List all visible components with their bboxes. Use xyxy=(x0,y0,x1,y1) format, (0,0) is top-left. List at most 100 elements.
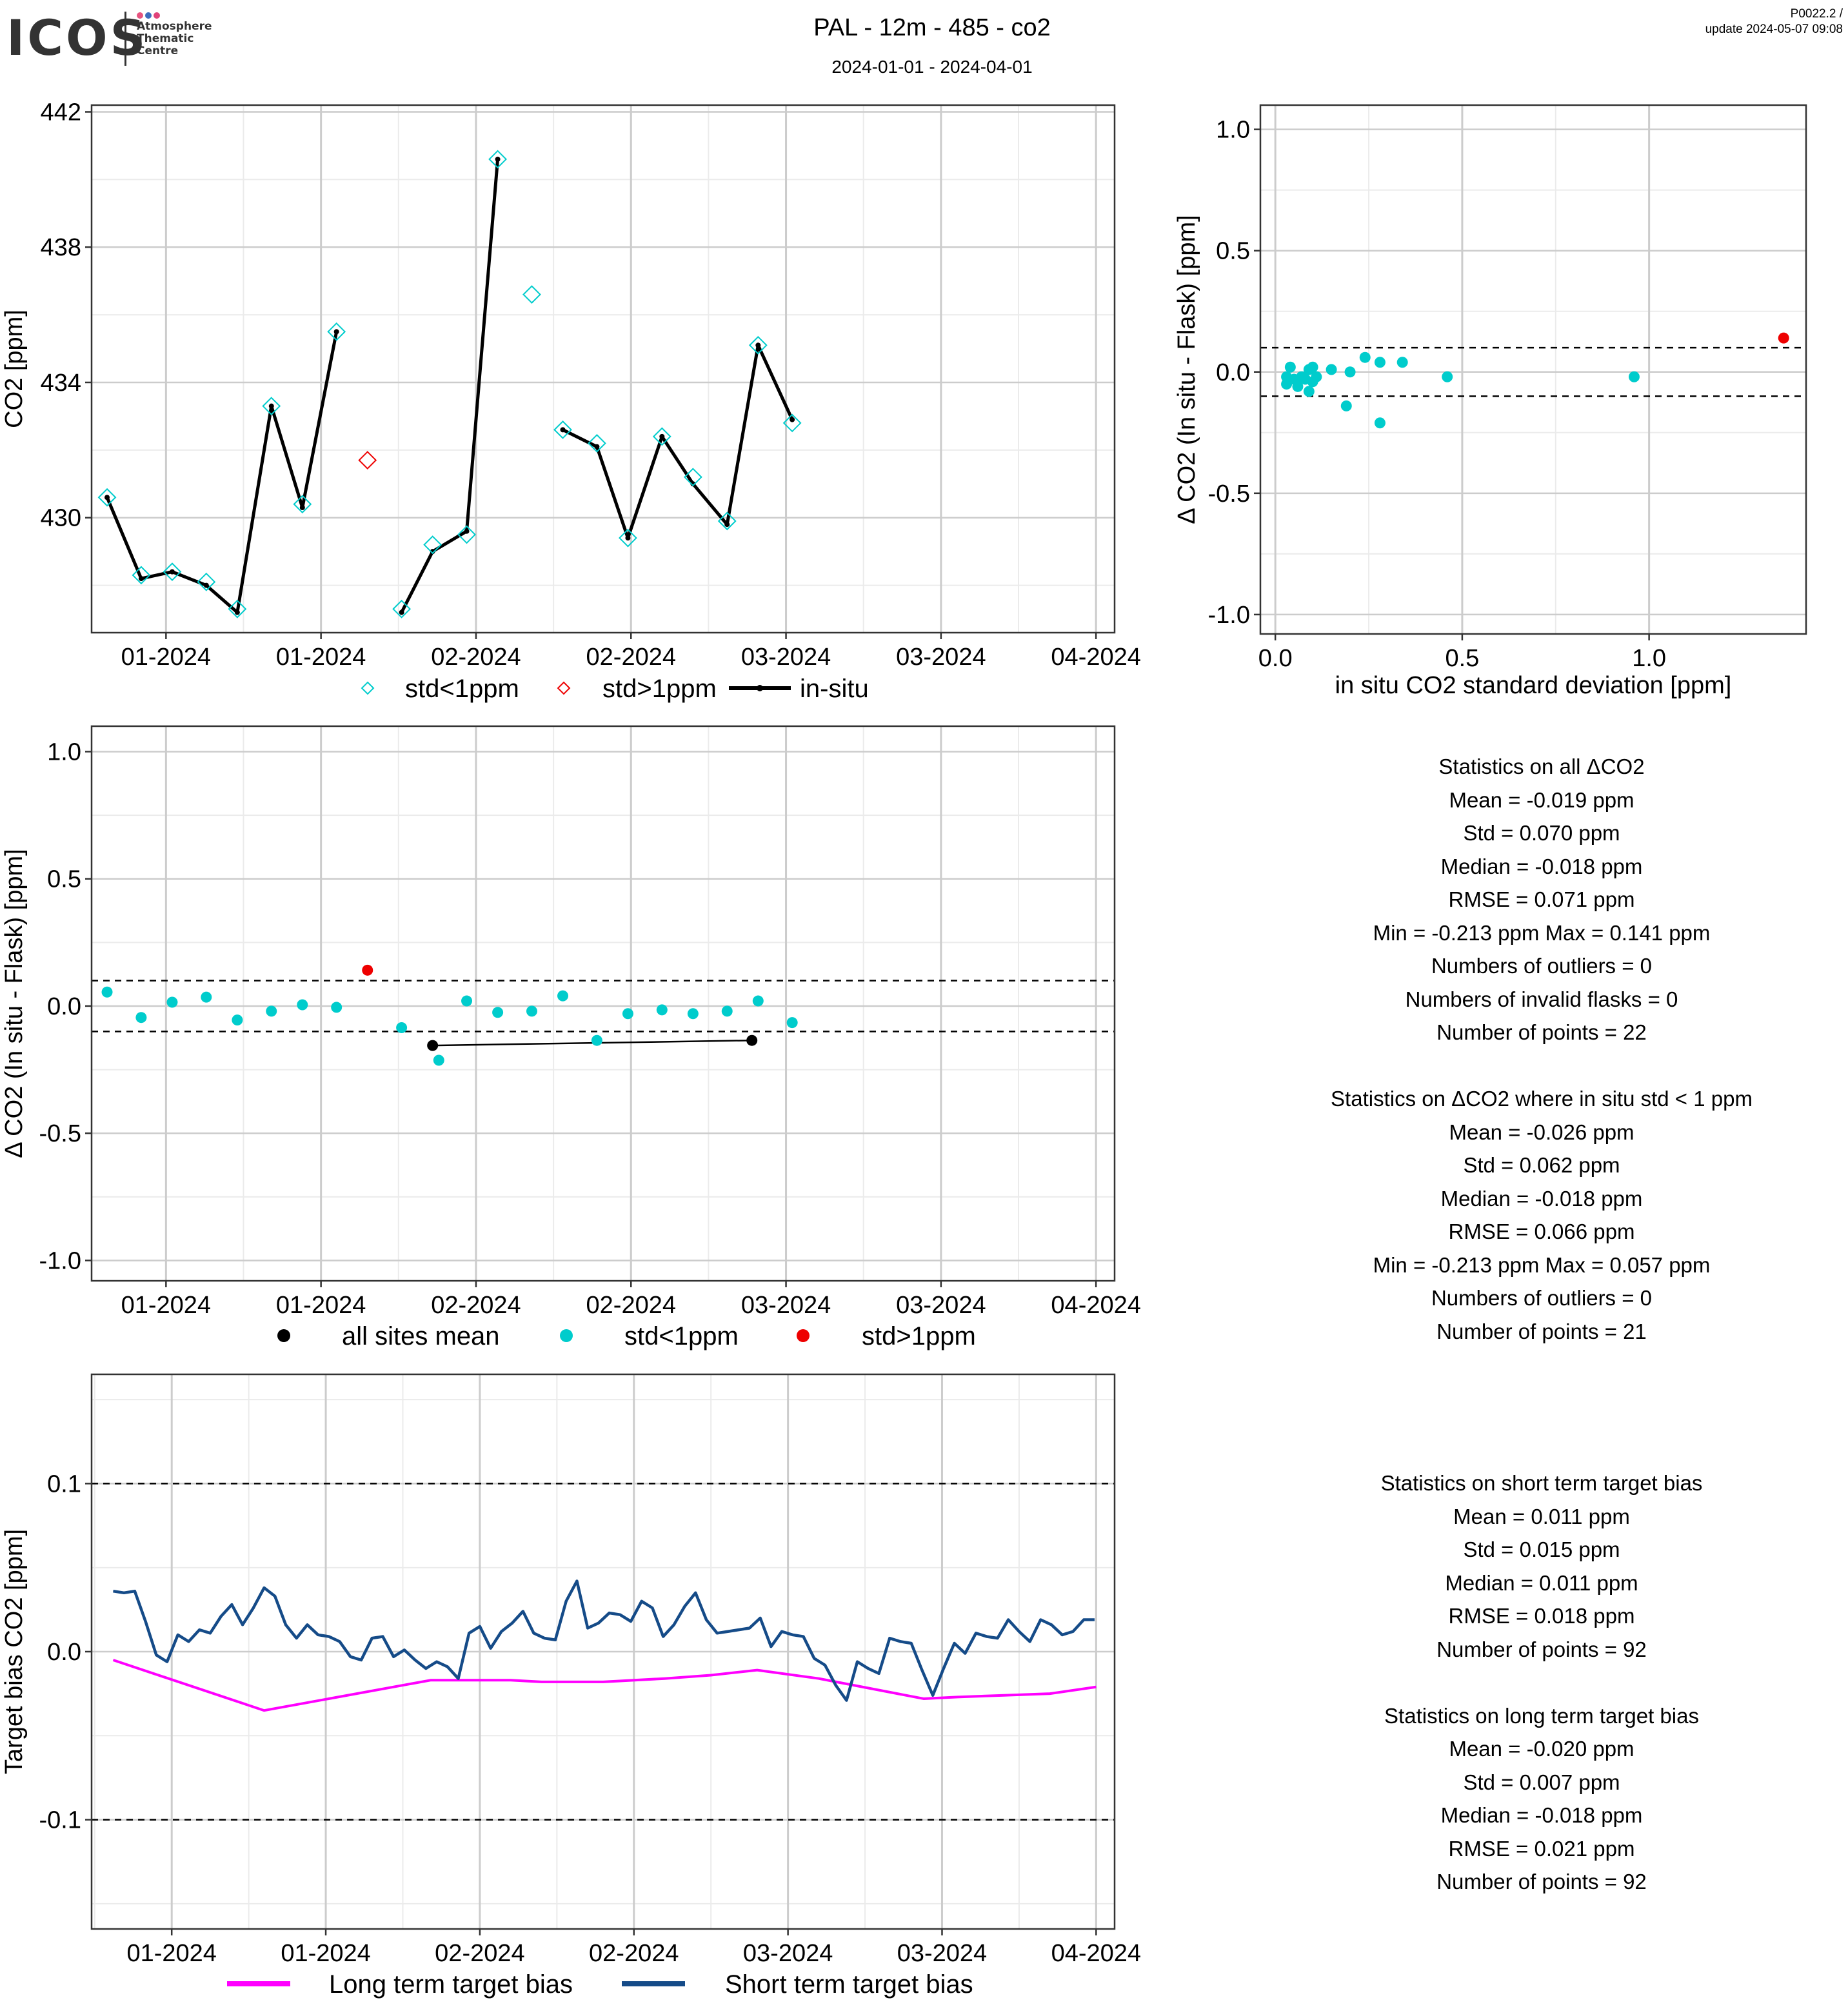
point-std-lt1 xyxy=(101,986,113,998)
point-std-lt1 xyxy=(1396,357,1408,368)
y-tick-label: 0.0 xyxy=(1216,359,1250,386)
flask-diamond-std-lt1 xyxy=(748,335,768,355)
stats-line: Min = -0.213 ppm Max = 0.057 ppm xyxy=(1373,1252,1711,1277)
logo-dot xyxy=(145,12,152,19)
version-line: update 2024-05-07 09:08 xyxy=(1705,23,1843,36)
flask-diamond-std-lt1 xyxy=(652,427,671,446)
flask-diamond-std-lt1 xyxy=(262,397,281,416)
in-situ-point xyxy=(755,342,761,348)
point-std-lt1 xyxy=(656,1004,668,1016)
y-axis-label: Target bias CO2 [ppm] xyxy=(1,1529,28,1774)
flask-diamond-std-lt1 xyxy=(457,525,476,544)
chart-delta-timeseries: 01-2024 01-2024 02-2024 02-2024 03-2024 03-20… xyxy=(1,725,1141,1350)
y-tick-label: -0.1 xyxy=(39,1807,81,1834)
x-tick-label: 03-2024 xyxy=(896,1292,986,1319)
flask-diamond-std-lt1 xyxy=(683,468,702,487)
point-std-lt1 xyxy=(786,1017,798,1029)
in-situ-point xyxy=(333,329,339,335)
chart-target-bias: 01-2024 01-2024 02-2024 02-2024 03-2024 03-20… xyxy=(1,1373,1141,1999)
stats-line: Number of points = 21 xyxy=(1436,1319,1647,1343)
x-tick-label: 1.0 xyxy=(1632,645,1666,672)
point-std-lt1 xyxy=(687,1008,699,1020)
in-situ-point xyxy=(268,403,274,409)
in-situ-point xyxy=(169,569,175,575)
in-situ-point xyxy=(625,535,631,541)
y-tick-label: 434 xyxy=(41,370,81,397)
x-tick-label: 01-2024 xyxy=(126,1940,216,1967)
all-sites-mean-point xyxy=(746,1034,758,1046)
y-tick-label: 438 xyxy=(41,234,81,261)
legend-label: std<1ppm xyxy=(405,675,519,703)
legend-label: Long term target bias xyxy=(329,1970,573,1999)
y-tick-label: 0.0 xyxy=(47,1639,81,1666)
stats-target-bias: Statistics on short term target bias Mean… xyxy=(1251,1467,1832,1899)
flask-diamond-std-lt1 xyxy=(587,433,606,453)
stats-line: Median = -0.018 ppm xyxy=(1440,1186,1643,1211)
stats-line: Std = 0.070 ppm xyxy=(1463,821,1620,845)
chart-delta-vs-std: 0.0 0.5 1.0 1.0 0.5 0.0 -0.5 -1.0 Δ CO2 (In situ… xyxy=(1173,104,1807,699)
logo-sub-line: Atmosphere xyxy=(137,20,212,33)
in-situ-point xyxy=(464,528,470,534)
y-tick-label: 1.0 xyxy=(1216,117,1250,144)
stats-line: Min = -0.213 ppm Max = 0.141 ppm xyxy=(1373,920,1711,945)
flask-diamond-std-lt1 xyxy=(782,413,802,433)
point-std-lt1 xyxy=(1628,371,1640,382)
x-tick-label: 0.5 xyxy=(1445,645,1479,672)
x-tick-label: 02-2024 xyxy=(589,1940,679,1967)
flask-diamond-std-lt1 xyxy=(327,322,346,341)
y-axis-label: Δ CO2 (In situ - Flask) [ppm] xyxy=(1,849,28,1158)
x-tick-label: 02-2024 xyxy=(431,1292,521,1319)
legend-label: std<1ppm xyxy=(624,1322,739,1350)
point-std-lt1 xyxy=(1442,371,1453,382)
in-situ-point xyxy=(138,576,144,582)
stats-line: Mean = -0.026 ppm xyxy=(1449,1120,1634,1144)
stats-spacer xyxy=(1251,1049,1832,1083)
point-std-lt1 xyxy=(1311,371,1322,382)
version-info: P0022.2 / update 2024-05-07 09:08 xyxy=(1705,6,1843,37)
y-axis-label: Δ CO2 (In situ - Flask) [ppm] xyxy=(1173,215,1200,524)
point-std-lt1 xyxy=(232,1014,243,1026)
in-situ-point xyxy=(104,495,110,500)
point-std-lt1 xyxy=(1288,373,1300,385)
stats-line: Std = 0.015 ppm xyxy=(1463,1537,1620,1561)
in-situ-point xyxy=(234,609,240,615)
point-std-lt1 xyxy=(461,995,473,1007)
stats-line: Numbers of outliers = 0 xyxy=(1431,954,1653,978)
x-tick-label: 04-2024 xyxy=(1051,644,1140,671)
point-std-lt1 xyxy=(1303,386,1315,397)
x-tick-label: 04-2024 xyxy=(1051,1292,1140,1319)
stats-line: Median = -0.018 ppm xyxy=(1440,854,1643,878)
stats-line: RMSE = 0.021 ppm xyxy=(1448,1836,1635,1861)
short-term-bias-line xyxy=(113,1579,1095,1702)
point-std-lt1 xyxy=(135,1012,147,1023)
stats-line: Number of points = 92 xyxy=(1436,1870,1647,1893)
point-std-lt1 xyxy=(1374,417,1386,429)
point-std-lt1 xyxy=(396,1022,408,1033)
flask-diamond-std-lt1 xyxy=(132,566,151,585)
in-situ-point xyxy=(724,522,730,528)
y-tick-label: -1.0 xyxy=(1208,602,1250,629)
flask-diamond-std-lt1 xyxy=(423,535,442,555)
y-tick-label: 442 xyxy=(41,99,81,126)
page-title: PAL - 12m - 485 - co2 xyxy=(813,14,1051,41)
x-tick-label: 01-2024 xyxy=(121,644,211,671)
stats-line: Median = 0.011 ppm xyxy=(1445,1570,1638,1595)
x-tick-label: 01-2024 xyxy=(276,1292,366,1319)
y-tick-label: 1.0 xyxy=(47,738,81,766)
stats-line: Mean = 0.011 ppm xyxy=(1453,1504,1630,1528)
logo-dot xyxy=(137,12,143,19)
point-std-lt1 xyxy=(1307,361,1318,373)
date-range: 2024-01-01 - 2024-04-01 xyxy=(831,57,1033,77)
point-std-gt1 xyxy=(362,964,373,976)
y-tick-label: -1.0 xyxy=(39,1247,81,1274)
point-std-gt1 xyxy=(1778,332,1789,344)
flask-diamond-std-lt1 xyxy=(163,562,182,582)
plot-frame xyxy=(90,104,1116,634)
flask-diamond-std-lt1 xyxy=(293,495,312,514)
flask-diamond-std-lt1 xyxy=(717,511,737,531)
logo-dots-icon xyxy=(137,10,162,22)
flask-diamond-std-gt1 xyxy=(358,451,377,470)
in-situ-point xyxy=(299,504,305,510)
x-tick-label: 03-2024 xyxy=(741,644,831,671)
